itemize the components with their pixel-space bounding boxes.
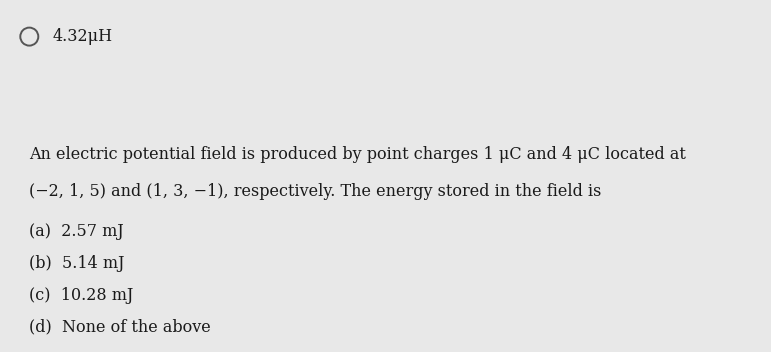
Text: (d)  None of the above: (d) None of the above — [29, 319, 211, 336]
Text: (c)  10.28 mJ: (c) 10.28 mJ — [29, 287, 133, 304]
Text: An electric potential field is produced by point charges 1 μC and 4 μC located a: An electric potential field is produced … — [29, 146, 686, 163]
Text: 4.32μH: 4.32μH — [52, 28, 113, 45]
Text: (−2, 1, 5) and (1, 3, −1), respectively. The energy stored in the field is: (−2, 1, 5) and (1, 3, −1), respectively.… — [29, 183, 601, 200]
Text: (b)  5.14 mJ: (b) 5.14 mJ — [29, 255, 125, 272]
Text: (a)  2.57 mJ: (a) 2.57 mJ — [29, 223, 124, 240]
